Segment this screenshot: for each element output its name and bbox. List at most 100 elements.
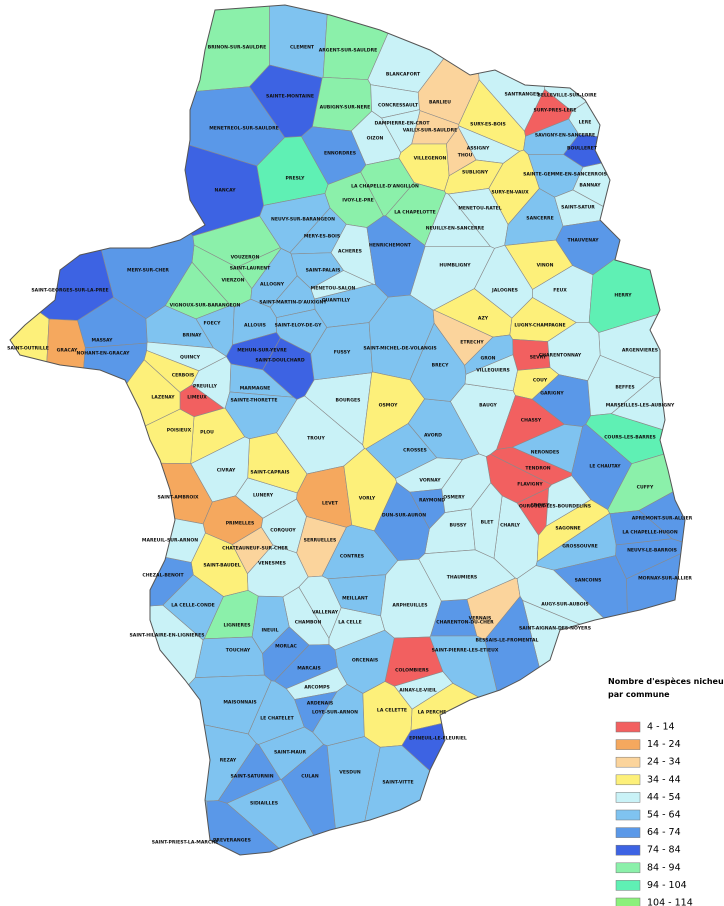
commune-area [10, 744, 212, 855]
legend-swatch [615, 880, 641, 891]
commune-label: LA CHAPELLE-D'ANGILLON [351, 184, 419, 190]
commune-label: DAMPIERRE-EN-CROT [374, 121, 430, 127]
commune-area [194, 636, 265, 679]
commune-label: MARSEILLES-LES-AUBIGNY [606, 403, 675, 409]
legend-swatch [615, 897, 641, 906]
commune-label: MARCAIS [297, 666, 321, 672]
commune-area [470, 482, 503, 559]
commune-label: CERBOIS [172, 373, 194, 379]
commune-area [290, 252, 344, 289]
commune-label: CHATEAUNEUF-SUR-CHER [222, 546, 288, 552]
commune-label: NEUILLY-EN-SANCERRE [426, 226, 484, 232]
commune-label: SAINT-BAUDEL [203, 563, 240, 569]
commune-label: ALLOGNY [260, 282, 285, 288]
commune-area [10, 604, 204, 755]
commune-area [545, 475, 592, 527]
commune-label: SIDIAILLES [250, 801, 278, 807]
commune-label: LIMEUX [187, 395, 207, 401]
commune-label: JALOGNES [491, 288, 518, 294]
commune-label: MERY-ES-BOIS [304, 234, 340, 240]
commune-label: FUSSY [334, 350, 351, 356]
legend-label: 14 - 24 [647, 739, 681, 750]
commune-label: MENETOU-SALON [311, 286, 356, 292]
legend-label: 64 - 74 [647, 827, 681, 838]
legend: Nombre d'espèces nicheuses par commune 4… [608, 676, 724, 906]
commune-area [258, 726, 324, 781]
commune-area [296, 516, 347, 578]
commune-label: SAGONNE [555, 526, 580, 532]
commune-label: SAINT-MAUR [274, 750, 306, 756]
commune-label: PREVERANGES [213, 838, 251, 844]
legend-label: 34 - 44 [647, 774, 681, 785]
commune-area [409, 322, 467, 402]
commune-label: OUROUER-LES-BOURDELINS [519, 504, 591, 510]
legend-label: 24 - 34 [647, 757, 681, 768]
commune-label: VESDUN [339, 770, 361, 776]
commune-label: SAINTE-MONTAINE [266, 94, 314, 100]
commune-label: SANTRANGES [505, 92, 540, 98]
commune-label: SAVIGNY-EN-SANCERRE [535, 133, 595, 139]
legend-label: 84 - 94 [647, 862, 681, 873]
commune-label: CROSSES [403, 448, 427, 454]
commune-label: SAINT-LAURENT [230, 266, 271, 272]
commune-label: VORNAY [419, 478, 441, 484]
commune-label: BAUGY [479, 403, 497, 409]
commune-label: VINON [537, 263, 554, 269]
commune-label: VOUZERON [231, 255, 260, 261]
commune-label: ALLOUIS [244, 323, 266, 329]
commune-label: LIGNIERES [223, 623, 250, 629]
commune-label: BELLEVILLE-SUR-LOIRE [537, 93, 596, 99]
commune-label: PRIMELLES [226, 521, 255, 527]
commune-label: AVORD [424, 433, 442, 439]
commune-label: LE CHATELET [260, 716, 294, 722]
commune-label: COUY [533, 378, 548, 384]
commune-label: OSMOY [379, 403, 399, 409]
commune-label: SAINT-CAPRAIS [250, 470, 289, 476]
commune-label: LOYE-SUR-ARNON [312, 710, 358, 716]
commune-label: MARMAGNE [240, 386, 271, 392]
commune-label: ARDENAIS [307, 701, 333, 707]
commune-label: BUSSY [450, 523, 468, 529]
commune-label: CHARLY [500, 523, 521, 529]
commune-label: LA CELLE [338, 620, 362, 626]
commune-area [10, 62, 114, 321]
commune-label: VIGNOUX-SUR-BARANGEON [170, 303, 241, 309]
commune-label: CHEZAL-BENOIT [142, 573, 184, 579]
commune-area [71, 408, 195, 464]
commune-label: LA CHAPELOTTE [394, 210, 436, 216]
commune-label: HUMBLIGNY [439, 263, 471, 269]
commune-label: ARCOMPS [304, 685, 330, 691]
commune-label: CONCRESSAULT [378, 103, 419, 109]
commune-label: ARGENT-SUR-SAULDRE [319, 48, 378, 54]
commune-label: LUGNY-CHAMPAGNE [514, 323, 565, 329]
commune-label: MAISONNAIS [223, 700, 256, 706]
commune-label: DUN-SUR-AURON [382, 513, 426, 519]
commune-label: CROISY [530, 503, 550, 509]
commune-label: AUGY-SUR-AUBOIS [541, 602, 588, 608]
commune-label: COURS-LES-BARRES [604, 435, 656, 441]
commune-label: BANNAY [579, 183, 601, 189]
commune-label: PREUILLY [193, 384, 218, 390]
commune-label: HENRICHEMONT [369, 243, 412, 249]
commune-label: SAINT-PRIEST-LA-MARCHE [152, 840, 219, 846]
commune-label: TROUY [307, 436, 325, 442]
commune-label: AZY [478, 316, 489, 322]
commune-label: IVOY-LE-PRE [342, 198, 374, 204]
legend-swatch [615, 809, 641, 821]
legend-label: 54 - 64 [647, 810, 681, 821]
commune-label: BRINAY [182, 333, 202, 339]
commune-label: NERONDES [531, 450, 560, 456]
commune-label: CULAN [301, 774, 319, 780]
commune-label: FLAVIGNY [517, 482, 543, 488]
commune-label: VILLEQUIERS [476, 368, 510, 374]
commune-label: ARPHEUILLES [392, 603, 427, 609]
commune-label: FEUX [553, 288, 567, 294]
commune-label: NOHANT-EN-GRACAY [77, 351, 131, 357]
commune-label: NANCAY [214, 188, 236, 194]
commune-label: MORNAY-SUR-ALLIER [638, 576, 692, 582]
commune-label: CHARENTON-DU-CHER [436, 620, 494, 626]
commune-label: VAILLY-SUR-SAULDRE [403, 128, 458, 134]
commune-label: LE CHAUTAY [589, 464, 621, 470]
commune-area [568, 9, 685, 147]
commune-label: VALLENAY [312, 610, 339, 616]
